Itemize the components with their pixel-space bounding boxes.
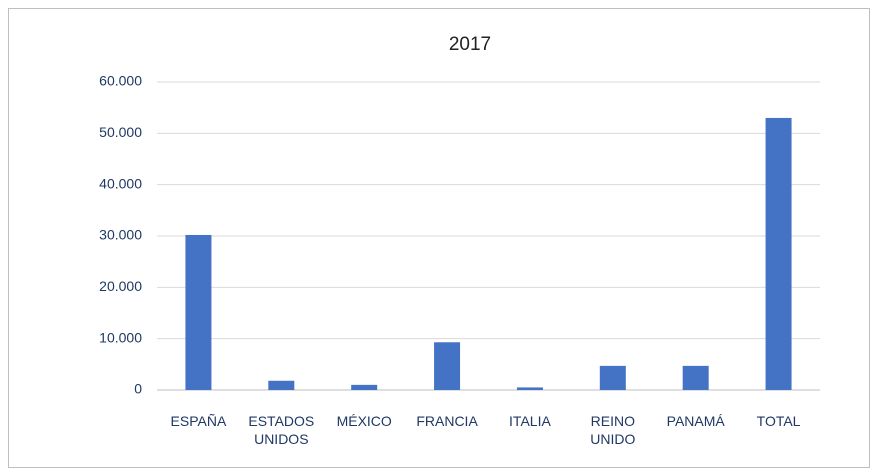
x-tick-label: TOTAL — [756, 413, 801, 429]
y-tick-label: 50.000 — [99, 124, 142, 140]
bar — [268, 380, 295, 390]
y-tick-label: 10.000 — [99, 329, 142, 345]
y-tick-label: 60.000 — [99, 73, 142, 89]
y-tick-label: 30.000 — [99, 227, 142, 243]
x-tick-label: MÉXICO — [336, 413, 392, 429]
x-tick-label: ESPAÑA — [170, 413, 227, 429]
bar — [185, 234, 212, 390]
chart-title: 2017 — [449, 34, 491, 55]
chart-border — [8, 8, 870, 468]
y-tick-label: 0 — [134, 381, 142, 397]
bar — [765, 117, 792, 390]
x-tick-label: REINO UNIDO — [590, 413, 636, 447]
bar — [599, 365, 626, 390]
x-tick-label: ESTADOS UNIDOS — [248, 413, 315, 447]
bar — [516, 387, 543, 390]
bar — [434, 342, 461, 390]
x-tick-label: PANAMÁ — [666, 413, 725, 429]
y-tick-label: 40.000 — [99, 175, 142, 191]
bar — [682, 365, 709, 390]
x-tick-label: ITALIA — [509, 413, 551, 429]
y-tick-label: 20.000 — [99, 278, 142, 294]
bar — [351, 384, 378, 390]
x-tick-label: FRANCIA — [416, 413, 478, 429]
